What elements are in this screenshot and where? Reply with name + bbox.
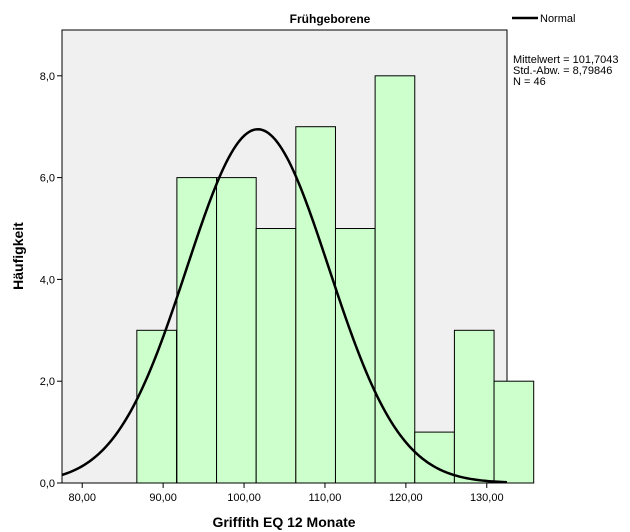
y-tick-label: 6,0 bbox=[40, 173, 55, 185]
stats-sd: Std.-Abw. = 8,79846 bbox=[513, 65, 612, 77]
y-axis-ticks: 0,0 2,0 4,0 6,0 8,0 bbox=[40, 71, 62, 490]
y-tick-label: 8,0 bbox=[40, 71, 55, 83]
y-tick-label: 0,0 bbox=[40, 478, 55, 490]
y-tick-label: 4,0 bbox=[40, 274, 55, 286]
stats-n: N = 46 bbox=[513, 76, 546, 88]
y-axis-title: Häufigkeit bbox=[10, 222, 26, 290]
x-tick-label: 80,00 bbox=[68, 492, 96, 504]
histogram-bar bbox=[453, 329, 495, 484]
x-axis-ticks: 80,00 90,00 100,00 110,00 120,00 130,00 bbox=[68, 483, 504, 504]
x-tick-label: 90,00 bbox=[149, 492, 177, 504]
histogram-bar bbox=[334, 228, 376, 484]
histogram-bar bbox=[374, 75, 416, 484]
histogram-bar bbox=[295, 126, 336, 484]
y-tick-label: 2,0 bbox=[40, 376, 55, 388]
stats-mean: Mittelwert = 101,7043 bbox=[513, 54, 618, 66]
normal-curve-line bbox=[61, 127, 508, 484]
bars-group bbox=[136, 75, 535, 484]
histogram-bar bbox=[255, 228, 297, 484]
x-tick-label: 130,00 bbox=[470, 492, 504, 504]
histogram-bar bbox=[176, 177, 218, 484]
x-tick-label: 120,00 bbox=[389, 492, 423, 504]
histogram-bar bbox=[493, 380, 535, 484]
histogram-bar bbox=[414, 431, 455, 484]
x-tick-label: 100,00 bbox=[227, 492, 261, 504]
histogram-bar bbox=[216, 177, 257, 484]
legend-label: Normal bbox=[540, 13, 575, 25]
x-tick-label: 110,00 bbox=[309, 492, 342, 504]
x-axis-title: Griffith EQ 12 Monate bbox=[212, 514, 355, 530]
chart-title: Frühgeborene bbox=[290, 12, 371, 26]
